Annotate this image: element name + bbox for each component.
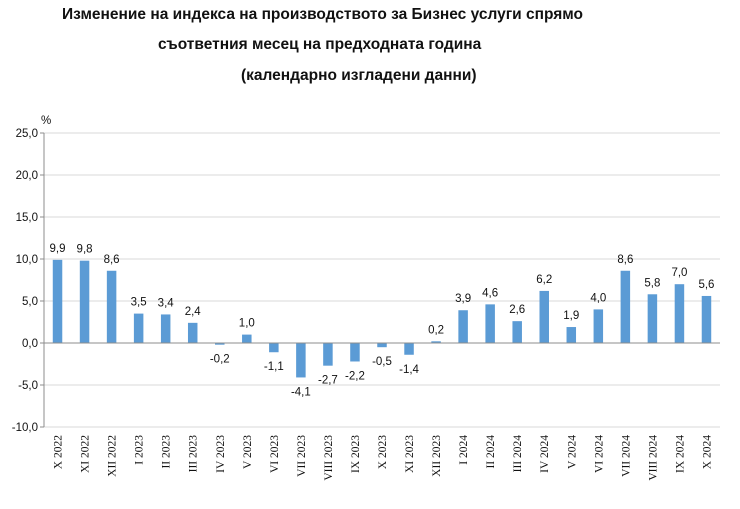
data-label: 4,0 [590, 292, 606, 304]
data-label: -2,7 [318, 375, 338, 387]
bar [106, 270, 117, 343]
category-label: VIII 2024 [647, 435, 659, 481]
y-tick-label: 0,0 [22, 338, 38, 350]
category-label: II 2023 [161, 435, 173, 469]
y-tick-label: 15,0 [16, 212, 38, 224]
category-label: XI 2022 [80, 435, 92, 473]
category-label: I 2024 [458, 435, 470, 465]
bar [350, 343, 360, 362]
bar [160, 314, 171, 343]
bar [296, 343, 306, 378]
y-tick-label: 20,0 [16, 170, 38, 182]
data-label: 8,6 [617, 254, 633, 266]
chart-title-line-1: Изменение на индекса на производството з… [62, 6, 584, 23]
y-tick-label: -10,0 [12, 422, 38, 434]
bar [215, 343, 225, 345]
data-label: -1,4 [399, 364, 419, 376]
y-tick-label: 5,0 [22, 296, 38, 308]
category-label: IV 2023 [215, 435, 227, 473]
data-label: 2,6 [509, 304, 525, 316]
data-label: 0,2 [428, 324, 444, 336]
bar [377, 343, 387, 348]
category-label: III 2024 [512, 435, 524, 473]
y-tick-label: 10,0 [16, 254, 38, 266]
data-label: 1,9 [563, 310, 579, 322]
data-label: -0,2 [210, 354, 230, 366]
data-label: 9,9 [50, 243, 66, 255]
data-labels: 9,9 9,8 8,6 3,5 3,4 2,4 -0,2 1,0 -1,1 -4,1 -2,7 -2,… [50, 243, 715, 399]
bar [133, 313, 144, 343]
bar [620, 270, 631, 343]
category-label: X 2023 [377, 435, 389, 469]
category-label: XII 2023 [431, 435, 443, 477]
data-label: 3,5 [131, 297, 147, 309]
gridlines [44, 132, 720, 428]
data-label: 3,4 [158, 297, 175, 309]
category-label: VII 2024 [620, 435, 632, 477]
data-label: -0,5 [372, 356, 392, 368]
axes [40, 132, 720, 428]
bar [539, 290, 549, 343]
data-label: 5,6 [698, 279, 714, 291]
bar [593, 309, 604, 343]
data-label: -4,1 [291, 386, 311, 398]
category-label: IX 2023 [350, 435, 362, 473]
category-label: V 2023 [242, 435, 254, 469]
data-label: 5,8 [644, 277, 660, 289]
bar [647, 294, 658, 343]
data-label: 2,4 [185, 306, 202, 318]
bar [187, 322, 198, 343]
chart-title-line-3: (календарно изгладени данни) [241, 67, 477, 84]
y-tick-labels: 25,0 20,0 15,0 10,0 5,0 0,0 -5,0 -10,0 [12, 128, 38, 434]
category-label: IX 2024 [674, 435, 686, 473]
chart-title-line-2: съответния месец на предходната година [158, 36, 482, 53]
data-label: 1,0 [239, 318, 255, 330]
bar [566, 327, 577, 343]
category-label: VI 2023 [269, 435, 281, 473]
category-label: X 2022 [53, 435, 65, 469]
data-label: 3,9 [455, 293, 471, 305]
category-label: II 2024 [485, 435, 497, 469]
y-tick-label: 25,0 [16, 128, 38, 140]
bar [674, 284, 685, 343]
category-labels: X 2022 XI 2022 XII 2022 I 2023 II 2023 III 20… [53, 435, 714, 481]
data-label: 7,0 [671, 267, 687, 279]
data-label: 9,8 [77, 244, 93, 256]
bar [242, 334, 252, 343]
category-label: VII 2023 [296, 435, 308, 477]
bar [269, 343, 279, 353]
bar [458, 310, 468, 343]
bar [52, 259, 63, 343]
bar [701, 295, 712, 343]
bar [512, 321, 522, 343]
category-label: V 2024 [566, 435, 578, 469]
data-label: 6,2 [536, 274, 552, 286]
data-label: -1,1 [264, 361, 284, 373]
category-label: VIII 2023 [323, 435, 335, 481]
bar [404, 343, 414, 355]
bar [485, 304, 495, 343]
data-label: 4,6 [482, 287, 498, 299]
bar [79, 260, 90, 343]
data-label: 8,6 [104, 254, 120, 266]
category-label: VI 2024 [593, 435, 605, 473]
category-label: IV 2024 [539, 435, 551, 473]
bar [431, 341, 441, 343]
data-label: -2,2 [345, 370, 365, 382]
category-label: XI 2023 [404, 435, 416, 473]
y-axis-unit: % [41, 115, 51, 127]
category-label: X 2024 [701, 435, 713, 469]
category-label: XII 2022 [107, 435, 119, 477]
bars [52, 259, 712, 378]
bar [323, 343, 333, 366]
category-label: I 2023 [134, 435, 146, 465]
category-label: III 2023 [188, 435, 200, 473]
y-tick-label: -5,0 [18, 380, 38, 392]
